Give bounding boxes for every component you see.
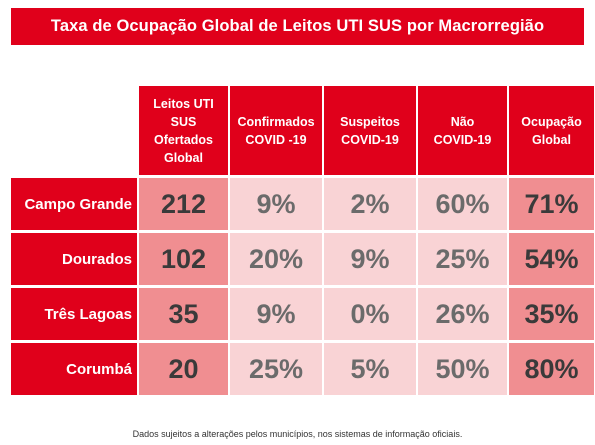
cell-ocupacao: 71% bbox=[509, 178, 594, 230]
cell-nao-covid: 26% bbox=[418, 288, 507, 340]
cell-suspeitos: 5% bbox=[324, 343, 416, 395]
cell-nao-covid: 60% bbox=[418, 178, 507, 230]
header-leitos: Leitos UTI SUS Ofertados Global bbox=[139, 86, 228, 175]
cell-ocupacao: 54% bbox=[509, 233, 594, 285]
header-ocupacao: Ocupação Global bbox=[509, 86, 594, 175]
header-suspeitos: Suspeitos COVID-19 bbox=[324, 86, 416, 175]
occupancy-table: Leitos UTI SUS Ofertados Global Confirma… bbox=[11, 86, 594, 395]
cell-nao-covid: 50% bbox=[418, 343, 507, 395]
cell-suspeitos: 0% bbox=[324, 288, 416, 340]
footnote: Dados sujeitos a alterações pelos municí… bbox=[132, 429, 463, 439]
table-corner bbox=[11, 86, 137, 175]
cell-confirmados: 9% bbox=[230, 288, 322, 340]
cell-suspeitos: 9% bbox=[324, 233, 416, 285]
cell-ocupacao: 35% bbox=[509, 288, 594, 340]
row-label-campo-grande: Campo Grande bbox=[11, 178, 137, 230]
cell-leitos: 35 bbox=[139, 288, 228, 340]
cell-ocupacao: 80% bbox=[509, 343, 594, 395]
row-label-corumba: Corumbá bbox=[11, 343, 137, 395]
cell-nao-covid: 25% bbox=[418, 233, 507, 285]
row-label-tres-lagoas: Três Lagoas bbox=[11, 288, 137, 340]
header-nao-covid: Não COVID-19 bbox=[418, 86, 507, 175]
cell-suspeitos: 2% bbox=[324, 178, 416, 230]
row-label-dourados: Dourados bbox=[11, 233, 137, 285]
cell-leitos: 20 bbox=[139, 343, 228, 395]
cell-confirmados: 25% bbox=[230, 343, 322, 395]
header-confirmados: Confirmados COVID -19 bbox=[230, 86, 322, 175]
cell-leitos: 102 bbox=[139, 233, 228, 285]
cell-confirmados: 9% bbox=[230, 178, 322, 230]
cell-confirmados: 20% bbox=[230, 233, 322, 285]
cell-leitos: 212 bbox=[139, 178, 228, 230]
page-title: Taxa de Ocupação Global de Leitos UTI SU… bbox=[11, 8, 584, 45]
